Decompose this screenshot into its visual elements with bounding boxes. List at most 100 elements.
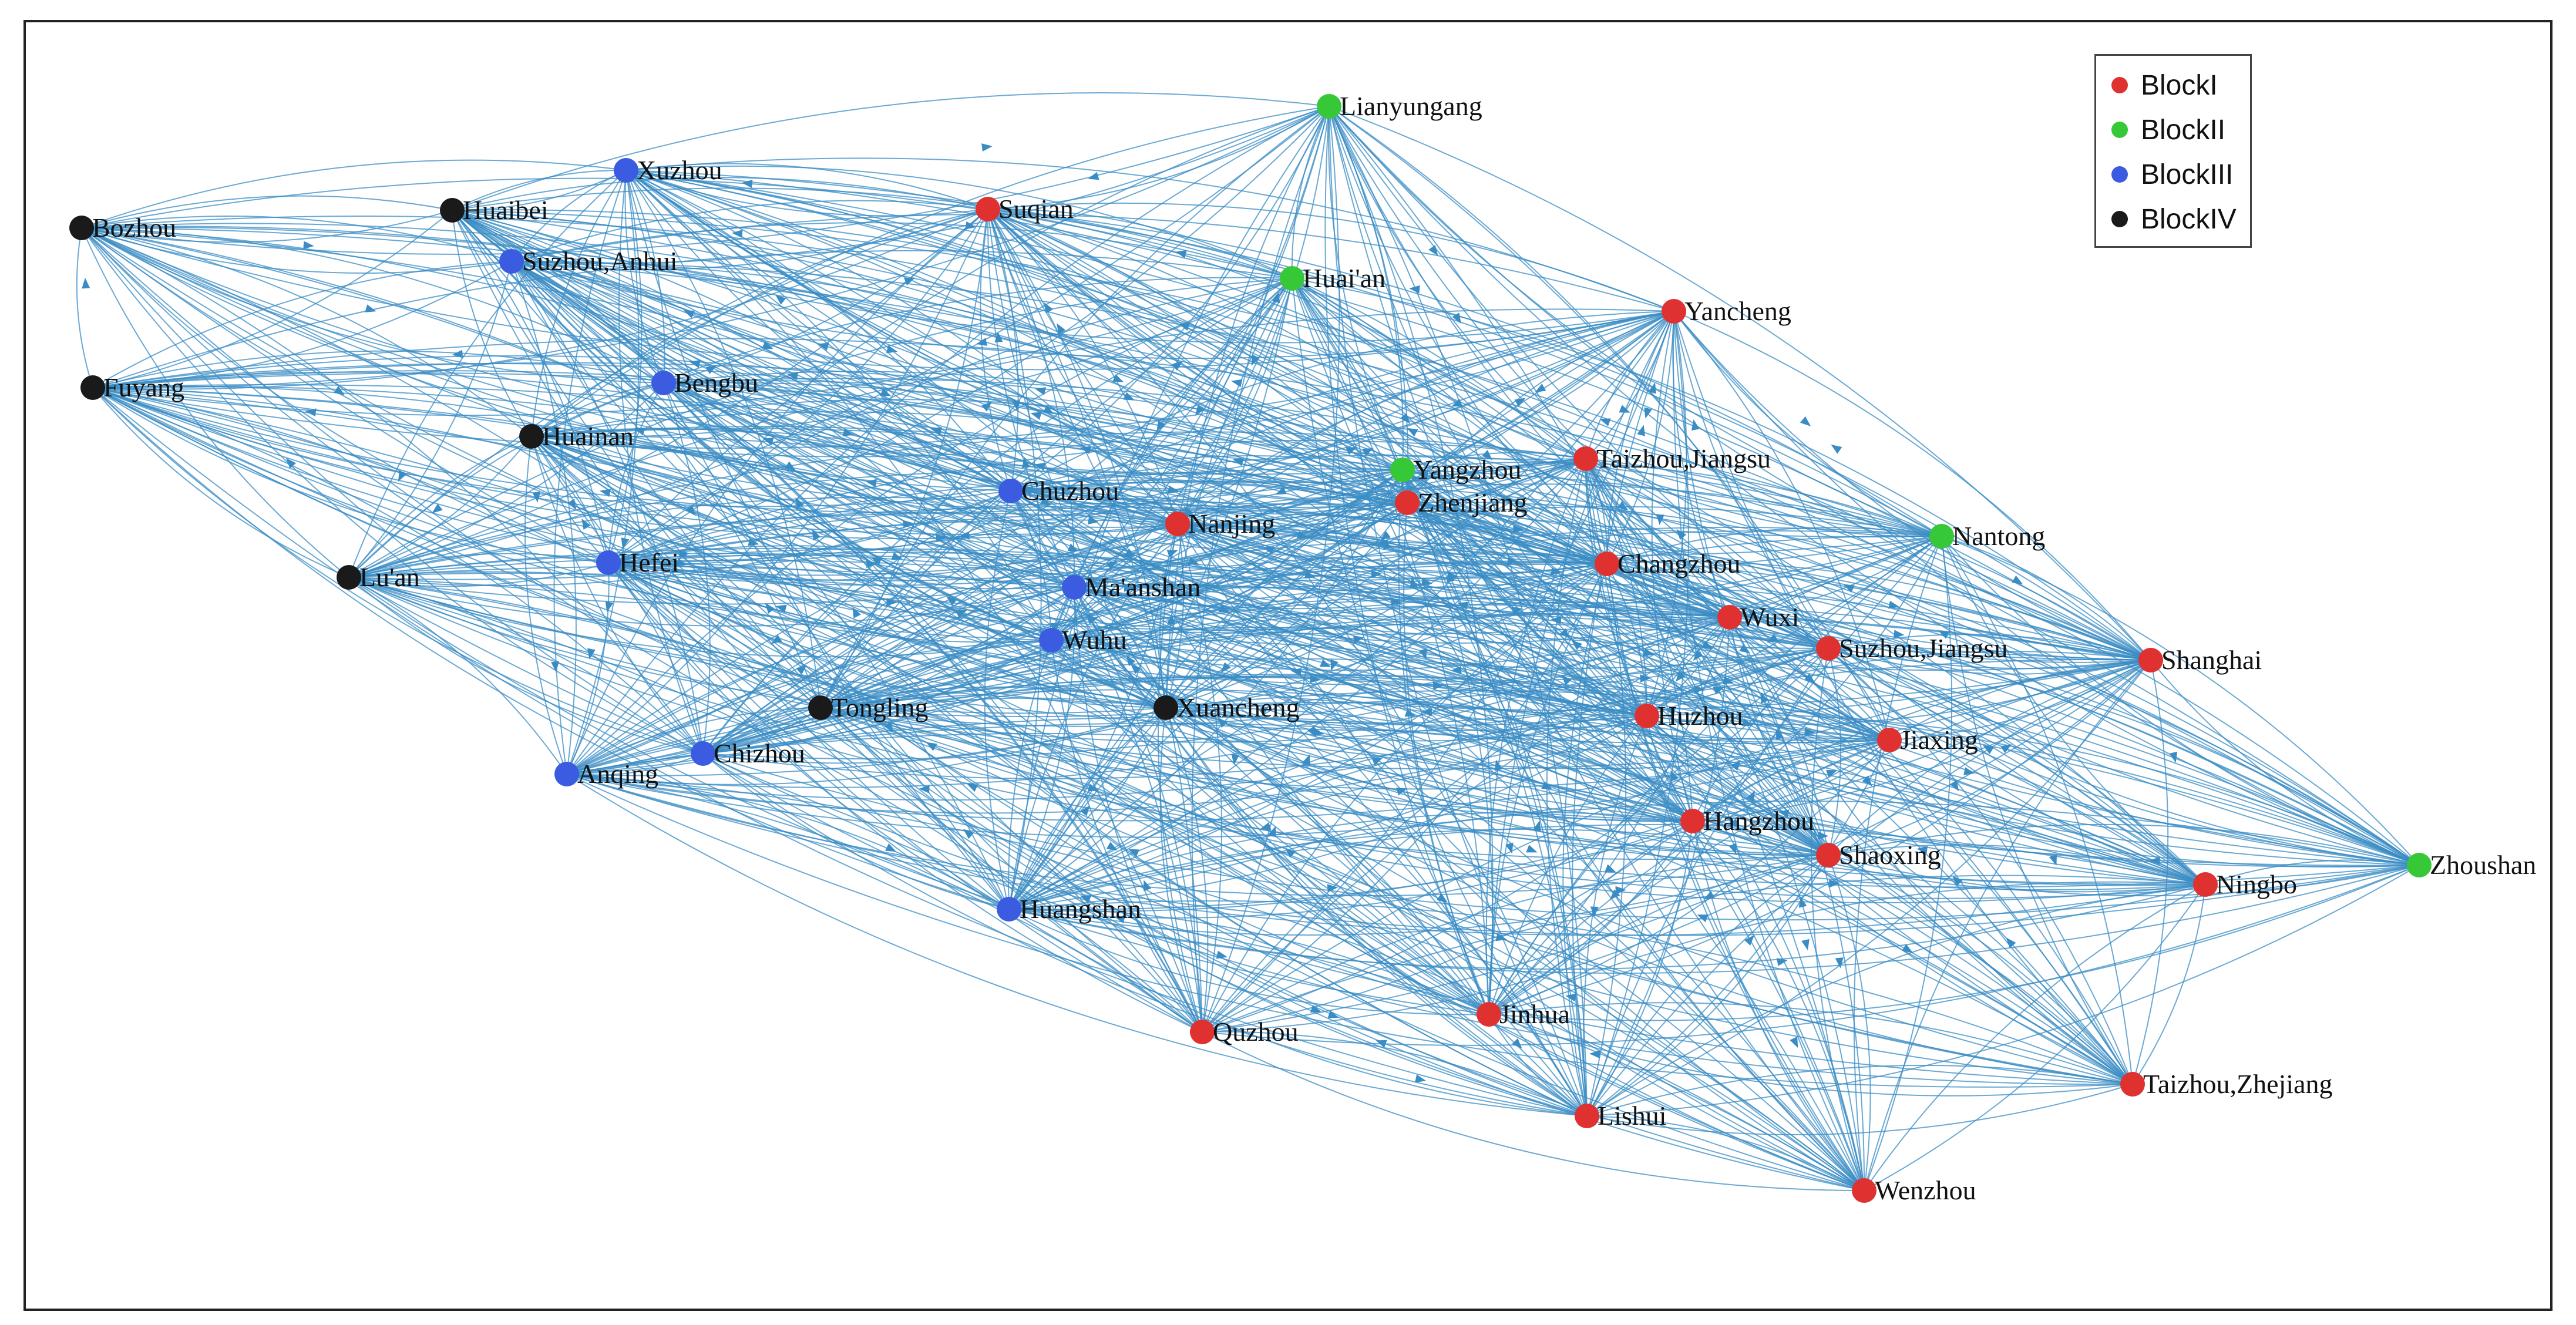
network-node: Fuyang [80,372,184,402]
network-edge [1008,502,1408,910]
edge-arrowhead [683,310,695,318]
node-marker [997,897,1021,922]
node-marker [1280,266,1304,291]
node-marker [808,695,833,720]
network-edge [1488,617,1730,1015]
edge-arrowhead [903,520,914,529]
network-node: Xuzhou [614,155,722,185]
network-node: Ningbo [2193,869,2297,899]
network-edge [92,387,821,708]
node-marker [691,741,715,766]
network-node: Taizhou,Zhejiang [2120,1069,2333,1099]
network-edge [1177,469,1403,524]
network-edge [625,170,1865,1191]
edge-arrowhead [1829,879,1840,888]
legend-marker [2111,122,2128,138]
edge-arrowhead [1703,890,1715,900]
edge-arrowhead [775,294,786,305]
edge-arrowhead [1258,705,1270,716]
network-edge [1292,278,1730,618]
node-label: Huangshan [1020,894,1141,924]
network-edge [625,170,1608,564]
node-marker [1477,1002,1501,1027]
network-edge [1202,865,2420,1046]
network-edge [81,159,627,228]
edge-arrowhead [587,648,596,660]
edge-arrowhead [1290,668,1302,677]
network-edge [81,227,1489,1015]
edge-arrowhead [303,241,314,250]
edge-arrowhead [1437,893,1448,903]
network-edge [92,387,1588,1117]
edge-arrowhead [452,349,463,358]
node-marker [554,762,579,786]
edge-arrowhead [1767,633,1778,643]
network-edge [566,502,1408,775]
network-edge [1329,106,1586,459]
node-label: Nanjing [1188,509,1275,539]
node-marker [2407,853,2432,877]
edge-arrowhead [762,438,774,446]
network-edge [92,387,704,754]
network-edge [1402,469,2206,885]
network-edge [1008,801,2420,910]
edge-arrowhead [1166,550,1178,558]
network-node: Suzhou,Anhui [499,246,678,276]
edge-arrowhead [1982,745,1994,755]
edge-arrowhead [1727,818,1739,826]
network-edge [1074,587,1730,644]
edge-arrowhead [2049,854,2057,866]
network-edge [1008,737,1890,910]
network-edge [1165,311,1674,708]
network-edge [663,382,1203,1033]
edge-arrowhead [1088,171,1099,180]
edge-arrowhead [1156,420,1166,432]
edge-arrowhead [1862,775,1872,786]
edge-arrowhead [334,386,345,395]
network-edge [625,165,1293,279]
node-marker [1816,843,1841,867]
network-edge [348,436,532,578]
network-edge [511,261,1075,588]
network-edge [92,370,1730,618]
edge-arrowhead [1447,571,1459,580]
network-node: Bengbu [651,368,758,398]
network-edge [1008,884,2206,970]
network-node: Suzhou,Jiangsu [1816,633,2008,663]
network-edge [566,640,1052,775]
edge-arrowhead [621,537,630,549]
network-node: Bozhou [69,213,176,243]
edge-arrowhead [1371,758,1383,766]
network-edge [511,261,1011,492]
edge-layer [76,92,2420,1192]
edge-arrowhead [1697,914,1709,923]
node-marker [998,479,1023,503]
edge-arrowhead [1533,820,1541,832]
network-edge [1177,523,1647,717]
network-edge [92,387,1010,910]
edge-arrowhead [1739,644,1751,654]
network-edge [2132,660,2169,1085]
network-edge [1202,563,1608,1033]
edge-arrowhead [365,304,376,312]
edge-arrowhead [1216,950,1228,959]
network-edge [1692,820,1865,1191]
network-edge [1586,617,1730,1117]
edge-arrowhead [741,180,753,188]
network-edge [663,382,1203,1033]
network-edge [92,355,1408,503]
edge-arrowhead [976,338,987,346]
network-node: Taizhou,Jiangsu [1573,443,1771,473]
network-edge [81,195,453,228]
edge-arrowhead [1396,788,1408,796]
network-edge [1828,648,1842,856]
node-label: Suqian [998,194,1074,224]
edge-arrowhead [1495,933,1507,941]
network-edge [608,536,1942,631]
network-edge [1008,707,1166,910]
edge-arrowhead [1087,516,1099,525]
network-edge [1177,523,2151,671]
edge-arrowhead [1042,405,1054,415]
node-label: Jinhua [1499,999,1570,1029]
edge-arrowhead [1571,640,1582,650]
